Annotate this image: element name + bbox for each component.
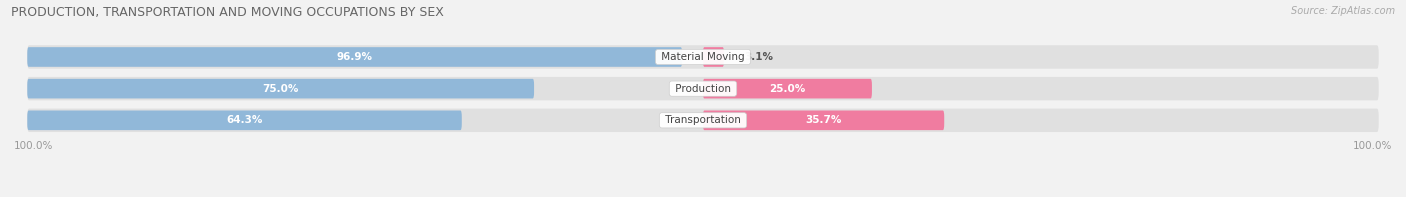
Text: 25.0%: 25.0%	[769, 84, 806, 94]
FancyBboxPatch shape	[703, 47, 724, 67]
FancyBboxPatch shape	[27, 109, 1379, 132]
FancyBboxPatch shape	[703, 111, 945, 130]
Text: 96.9%: 96.9%	[336, 52, 373, 62]
Text: Production: Production	[672, 84, 734, 94]
FancyBboxPatch shape	[27, 111, 461, 130]
Text: Transportation: Transportation	[662, 115, 744, 125]
Text: 75.0%: 75.0%	[263, 84, 299, 94]
FancyBboxPatch shape	[27, 45, 1379, 69]
Text: PRODUCTION, TRANSPORTATION AND MOVING OCCUPATIONS BY SEX: PRODUCTION, TRANSPORTATION AND MOVING OC…	[11, 6, 444, 19]
Text: Source: ZipAtlas.com: Source: ZipAtlas.com	[1291, 6, 1395, 16]
Text: Material Moving: Material Moving	[658, 52, 748, 62]
FancyBboxPatch shape	[703, 79, 872, 98]
Text: 100.0%: 100.0%	[1353, 141, 1392, 151]
Text: 35.7%: 35.7%	[806, 115, 842, 125]
FancyBboxPatch shape	[27, 47, 682, 67]
Legend: Male, Female: Male, Female	[647, 193, 759, 197]
Text: 100.0%: 100.0%	[14, 141, 53, 151]
FancyBboxPatch shape	[27, 77, 1379, 100]
FancyBboxPatch shape	[27, 79, 534, 98]
Text: 3.1%: 3.1%	[744, 52, 773, 62]
Text: 64.3%: 64.3%	[226, 115, 263, 125]
